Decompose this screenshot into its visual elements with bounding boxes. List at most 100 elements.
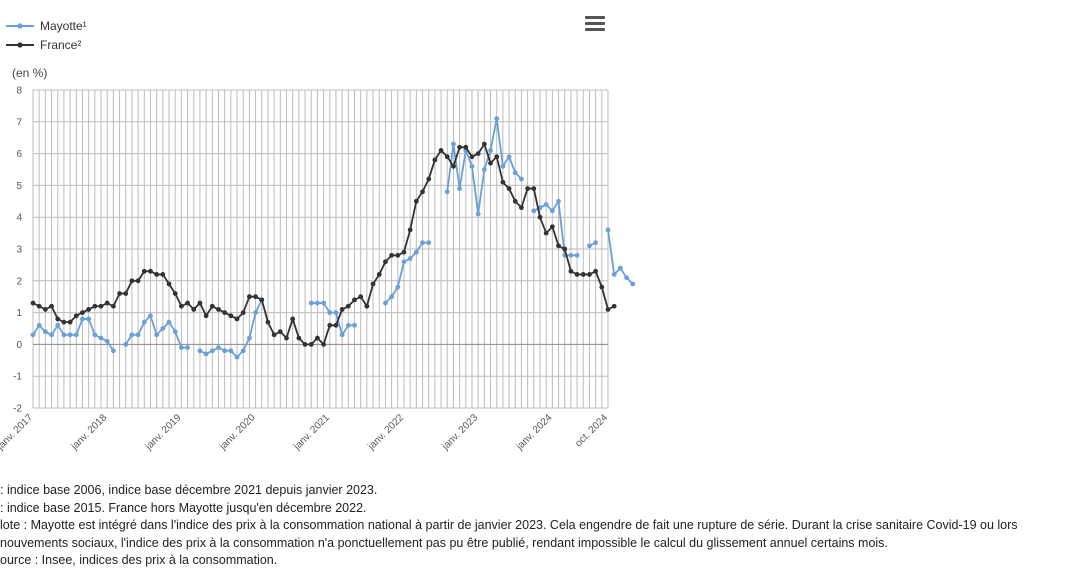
data-point[interactable] [395,284,401,290]
data-point[interactable] [141,268,147,274]
data-point[interactable] [444,154,450,160]
data-point[interactable] [197,348,203,354]
data-point[interactable] [451,141,456,147]
data-point[interactable] [123,291,129,296]
data-point[interactable] [389,294,395,300]
data-point[interactable] [531,208,537,214]
data-point[interactable] [611,272,617,277]
data-point[interactable] [246,335,252,341]
data-point[interactable] [339,332,345,338]
data-point[interactable] [506,154,512,160]
data-point[interactable] [172,291,178,296]
data-point[interactable] [129,278,135,284]
data-point[interactable] [191,307,197,312]
data-point[interactable] [42,329,48,335]
data-point[interactable] [209,303,215,309]
data-point[interactable] [259,297,265,303]
data-point[interactable] [376,272,382,277]
data-point[interactable] [178,345,184,350]
data-point[interactable] [587,243,592,249]
data-point[interactable] [556,198,561,204]
data-point[interactable] [599,284,605,290]
data-point[interactable] [73,313,79,319]
data-point[interactable] [574,252,580,258]
data-point[interactable] [42,307,48,312]
data-point[interactable] [117,291,122,296]
data-point[interactable] [593,268,599,274]
data-point[interactable] [154,332,160,338]
legend-item-mayotte[interactable]: Mayotte¹ [6,19,87,33]
data-point[interactable] [605,307,611,312]
data-point[interactable] [327,322,333,328]
data-point[interactable] [61,319,67,325]
data-point[interactable] [463,144,469,150]
data-point[interactable] [519,176,524,182]
data-point[interactable] [549,224,555,230]
data-point[interactable] [500,163,506,169]
data-point[interactable] [203,313,209,319]
data-point[interactable] [488,148,493,153]
data-point[interactable] [104,300,110,306]
data-point[interactable] [30,300,36,306]
data-point[interactable] [352,322,357,328]
data-point[interactable] [624,275,629,281]
data-point[interactable] [271,332,277,338]
data-point[interactable] [166,319,172,325]
data-point[interactable] [525,186,531,191]
data-point[interactable] [549,208,555,214]
data-point[interactable] [253,294,258,300]
data-point[interactable] [98,303,104,309]
data-point[interactable] [67,319,73,325]
data-point[interactable] [475,151,481,157]
data-point[interactable] [197,300,203,306]
data-point[interactable] [426,176,432,182]
data-point[interactable] [296,335,302,341]
data-point[interactable] [611,303,617,309]
data-point[interactable] [240,348,246,354]
data-point[interactable] [401,249,407,255]
data-point[interactable] [494,116,500,122]
data-point[interactable] [593,240,599,246]
data-point[interactable] [475,211,481,217]
data-point[interactable] [543,230,549,236]
data-point[interactable] [80,316,85,322]
data-point[interactable] [395,252,401,258]
data-point[interactable] [234,354,240,360]
data-point[interactable] [438,148,444,153]
data-point[interactable] [98,335,104,341]
data-point[interactable] [519,205,524,211]
data-point[interactable] [234,316,240,322]
data-point[interactable] [67,332,73,338]
data-point[interactable] [457,186,463,191]
data-point[interactable] [277,329,283,335]
data-point[interactable] [352,297,357,303]
data-point[interactable] [55,316,61,322]
data-point[interactable] [345,303,351,309]
data-point[interactable] [228,313,234,319]
data-point[interactable] [92,303,98,309]
data-point[interactable] [86,316,92,322]
data-point[interactable] [407,256,413,261]
data-point[interactable] [141,319,147,325]
data-point[interactable] [178,303,184,309]
data-point[interactable] [327,310,333,315]
data-point[interactable] [587,272,592,277]
data-point[interactable] [203,351,209,357]
data-point[interactable] [407,227,413,233]
data-point[interactable] [556,243,561,249]
data-point[interactable] [216,307,221,312]
data-point[interactable] [531,186,537,191]
data-point[interactable] [574,272,580,277]
data-point[interactable] [253,310,258,315]
data-point[interactable] [339,307,345,312]
data-point[interactable] [568,252,574,258]
data-point[interactable] [358,294,364,300]
data-point[interactable] [512,198,518,204]
data-point[interactable] [383,259,388,265]
data-point[interactable] [73,332,79,338]
data-point[interactable] [457,144,463,150]
data-point[interactable] [580,272,586,277]
data-point[interactable] [444,189,450,195]
data-point[interactable] [104,338,110,344]
data-point[interactable] [86,307,92,312]
